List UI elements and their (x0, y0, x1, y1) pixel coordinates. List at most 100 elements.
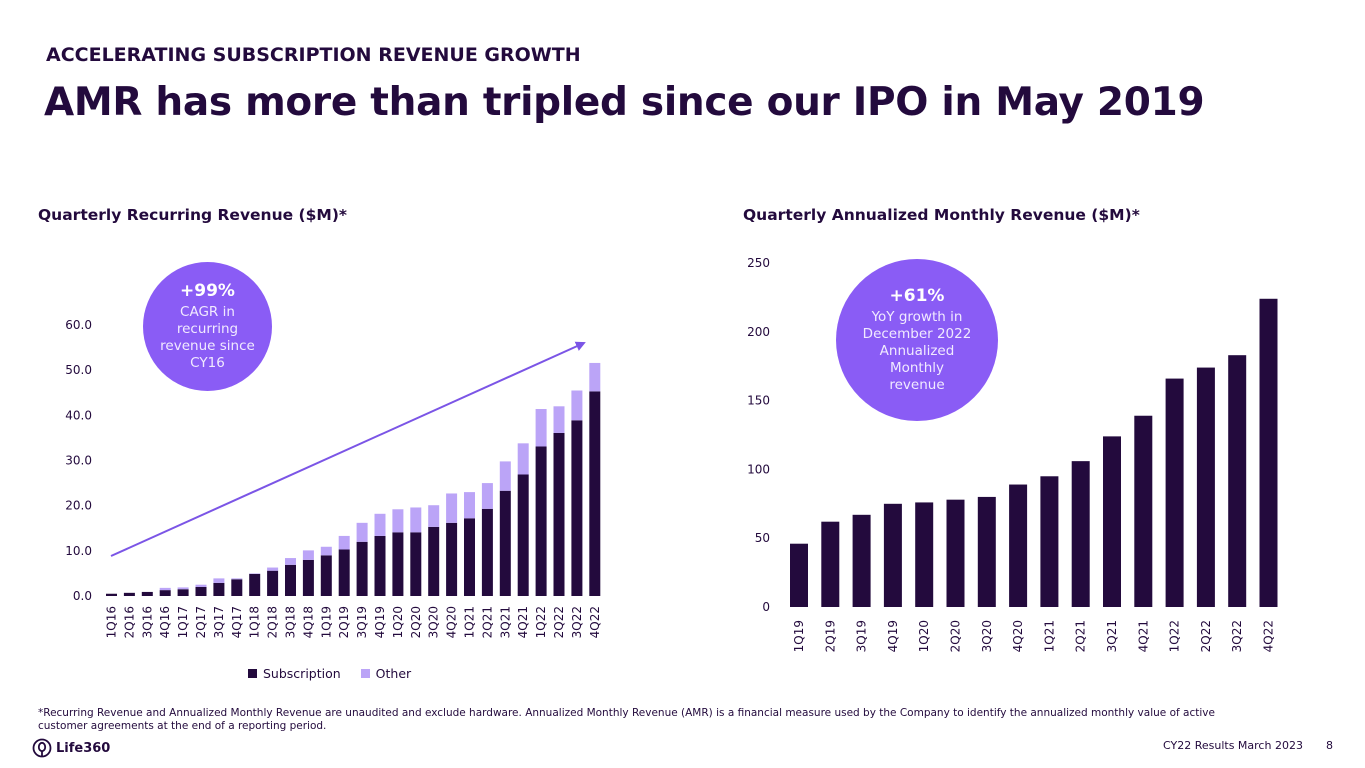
bar-subscription-2Q17 (195, 586, 207, 596)
y-tick-label: 50.0 (65, 363, 92, 377)
bar-subscription-1Q19 (320, 555, 332, 596)
bar-subscription-4Q16 (159, 590, 171, 596)
cagr-callout: +99% CAGR in recurring revenue since CY1… (143, 262, 272, 391)
bar-other-4Q18 (302, 550, 314, 560)
x-tick-label: 4Q21 (1136, 620, 1150, 652)
x-tick-label: 3Q16 (140, 606, 154, 638)
bar-subscription-2Q22 (553, 432, 565, 596)
x-tick-label: 4Q22 (1262, 620, 1276, 652)
bar-subscription-3Q21 (499, 490, 511, 596)
bar-subscription-1Q20 (392, 532, 404, 596)
bar-other-3Q17 (213, 578, 225, 583)
bar-subscription-3Q19 (356, 541, 368, 596)
bar-subscription-3Q16 (141, 591, 153, 596)
cagr-value: +99% (180, 281, 235, 301)
y-tick-label: 0.0 (73, 589, 92, 603)
legend-swatch-subscription (248, 669, 257, 678)
x-tick-label: 1Q22 (1168, 620, 1182, 652)
trend-arrow (110, 341, 586, 557)
x-tick-label: 4Q22 (588, 606, 602, 638)
x-tick-label: 2Q16 (122, 606, 136, 638)
y-tick-label: 0 (762, 600, 770, 614)
bar-other-2Q20 (410, 507, 422, 533)
bar-other-1Q17 (177, 587, 189, 590)
y-tick-label: 60.0 (65, 318, 92, 332)
bar-other-2Q19 (338, 535, 350, 550)
y-tick-label: 30.0 (65, 454, 92, 468)
y-tick-label: 50 (755, 531, 770, 545)
x-tick-label: 4Q17 (230, 606, 244, 638)
bar-other-3Q18 (285, 558, 296, 565)
bar-other-2Q22 (553, 406, 565, 433)
section-kicker: ACCELERATING SUBSCRIPTION REVENUE GROWTH (46, 44, 581, 66)
bar-amr-3Q22 (1228, 355, 1247, 607)
bar-subscription-1Q18 (249, 573, 261, 596)
bar-other-3Q19 (356, 522, 368, 542)
legend-label-other: Other (375, 666, 412, 681)
x-tick-label: 3Q19 (355, 606, 369, 638)
bar-other-3Q21 (499, 461, 511, 491)
bar-other-4Q16 (159, 587, 171, 591)
bar-amr-2Q20 (946, 499, 965, 607)
bar-other-3Q20 (428, 505, 440, 527)
bar-other-1Q22 (535, 409, 547, 447)
x-tick-label: 4Q21 (516, 606, 530, 638)
x-tick-label: 3Q17 (212, 606, 226, 638)
bar-subscription-4Q19 (374, 535, 386, 596)
yoy-growth-callout: +61% YoY growth in December 2022 Annuali… (836, 259, 998, 421)
x-tick-label: 1Q19 (792, 620, 806, 652)
bar-other-4Q19 (374, 513, 386, 536)
bar-other-1Q19 (320, 546, 332, 556)
logo-text: Life360 (56, 740, 111, 756)
bar-subscription-1Q21 (464, 518, 475, 596)
bar-subscription-4Q20 (446, 522, 458, 596)
x-tick-label: 1Q16 (105, 606, 119, 638)
bar-subscription-1Q22 (535, 446, 547, 596)
y-tick-label: 20.0 (65, 499, 92, 513)
y-tick-label: 250 (747, 256, 770, 270)
bar-amr-4Q21 (1134, 415, 1153, 607)
bar-amr-2Q19 (821, 521, 840, 607)
bar-subscription-2Q16 (123, 592, 135, 596)
amr-chart: 0 50 100 150 200 250 1Q19 2Q19 3Q19 4Q19 1Q20 2Q20 3… (747, 256, 1278, 652)
bar-subscription-4Q17 (231, 579, 243, 596)
yoy-description: YoY growth in December 2022 Annualized M… (862, 309, 972, 393)
x-tick-label: 2Q20 (409, 606, 423, 638)
x-tick-label: 1Q21 (463, 606, 477, 638)
bar-amr-3Q19 (852, 514, 871, 607)
x-tick-label: 1Q19 (319, 606, 333, 638)
bar-other-4Q22 (589, 362, 601, 392)
bar-amr-4Q20 (1009, 484, 1028, 607)
x-tick-label: 1Q20 (917, 620, 931, 652)
bar-subscription-2Q21 (481, 508, 493, 596)
bar-subscription-3Q17 (213, 582, 225, 596)
life360-logo-icon (32, 738, 52, 758)
x-tick-label: 3Q21 (498, 606, 512, 638)
x-tick-label: 2Q18 (266, 606, 280, 638)
legend-swatch-other (360, 669, 370, 678)
x-tick-label: 4Q16 (158, 606, 172, 638)
x-tick-label: 1Q21 (1042, 620, 1056, 652)
bar-amr-1Q20 (915, 502, 934, 607)
bar-other-4Q20 (446, 493, 458, 523)
x-tick-label: 2Q17 (194, 606, 208, 638)
bar-other-4Q17 (231, 578, 243, 580)
x-tick-label: 3Q19 (855, 620, 869, 652)
bar-amr-4Q19 (883, 503, 902, 607)
bar-amr-2Q21 (1071, 461, 1090, 607)
bar-other-2Q18 (267, 567, 279, 571)
x-tick-label: 2Q19 (823, 620, 837, 652)
x-tick-label: 4Q19 (886, 620, 900, 652)
x-tick-label: 4Q18 (301, 606, 315, 638)
recurring-revenue-chart-title: Quarterly Recurring Revenue ($M)* (38, 206, 348, 224)
bar-amr-1Q19 (790, 543, 808, 607)
x-tick-label: 3Q22 (1230, 620, 1244, 652)
bar-other-2Q21 (481, 483, 493, 509)
bar-subscription-2Q20 (410, 532, 422, 596)
bar-subscription-2Q18 (267, 570, 279, 596)
bar-amr-3Q21 (1103, 436, 1121, 607)
y-tick-label: 100 (747, 462, 770, 476)
x-tick-label: 4Q20 (1011, 620, 1025, 652)
bar-other-1Q21 (464, 492, 475, 519)
